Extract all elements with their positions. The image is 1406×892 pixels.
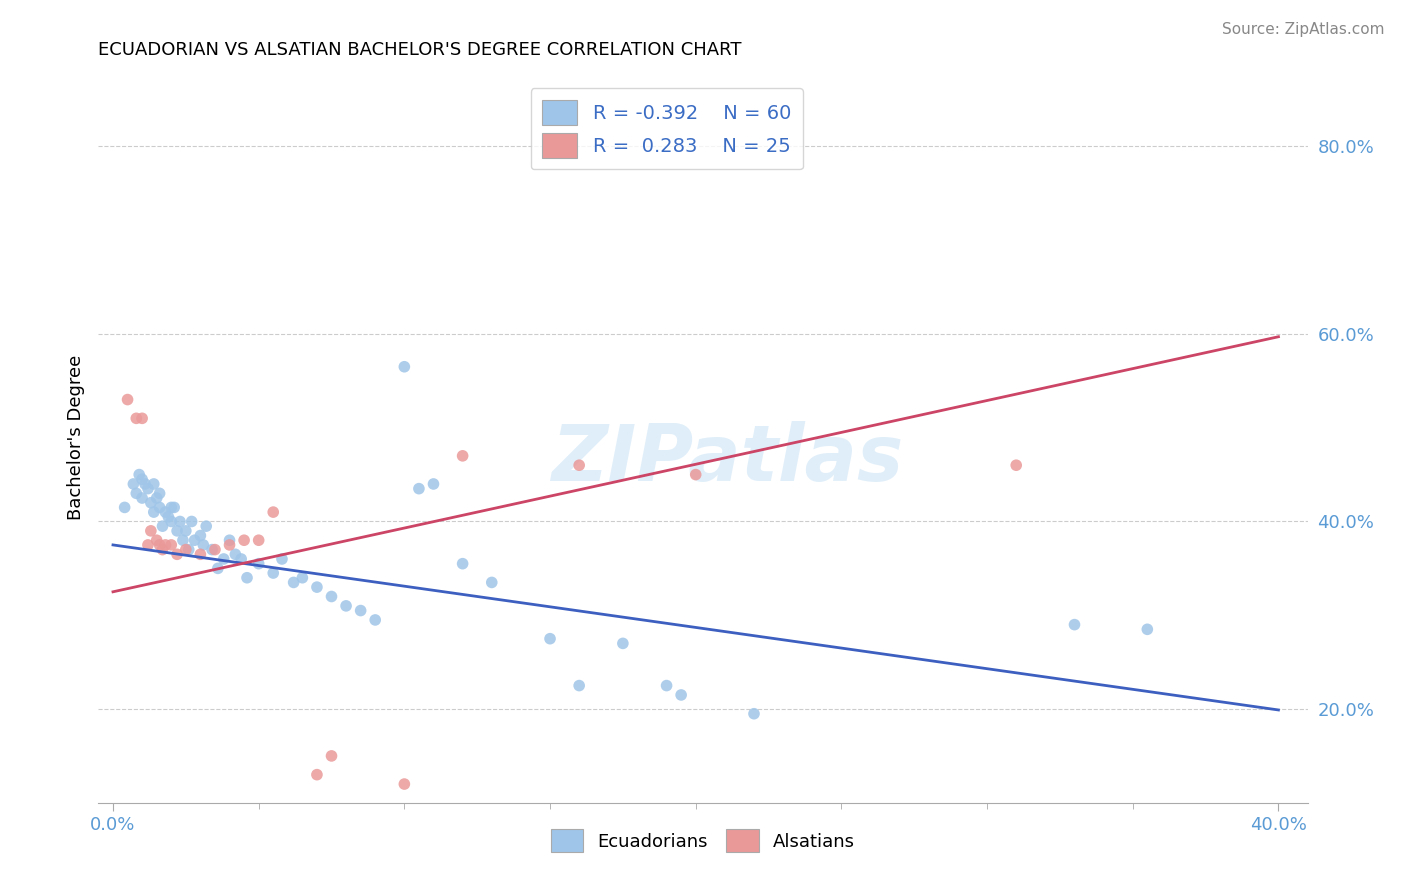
Point xyxy=(169,515,191,529)
Point xyxy=(212,552,235,566)
Point xyxy=(335,599,357,613)
Point xyxy=(125,411,148,425)
Point xyxy=(568,458,591,473)
Point xyxy=(201,542,224,557)
Point xyxy=(157,509,180,524)
Point xyxy=(172,533,194,548)
Point xyxy=(236,571,259,585)
Point xyxy=(152,519,174,533)
Point xyxy=(538,632,561,646)
Point xyxy=(122,477,145,491)
Point xyxy=(142,505,165,519)
Point xyxy=(155,505,177,519)
Point xyxy=(321,590,343,604)
Point xyxy=(685,467,707,482)
Point xyxy=(190,528,212,542)
Point xyxy=(742,706,765,721)
Point xyxy=(180,515,202,529)
Point xyxy=(155,538,177,552)
Point xyxy=(291,571,314,585)
Text: ECUADORIAN VS ALSATIAN BACHELOR'S DEGREE CORRELATION CHART: ECUADORIAN VS ALSATIAN BACHELOR'S DEGREE… xyxy=(98,41,742,59)
Point xyxy=(451,449,474,463)
Point xyxy=(262,505,284,519)
Point xyxy=(394,359,416,374)
Point xyxy=(218,538,240,552)
Point xyxy=(190,547,212,561)
Point xyxy=(160,500,183,515)
Point xyxy=(183,533,205,548)
Point xyxy=(174,542,197,557)
Point xyxy=(145,533,167,548)
Point xyxy=(247,533,270,548)
Point xyxy=(364,613,387,627)
Legend: Ecuadorians, Alsatians: Ecuadorians, Alsatians xyxy=(544,822,862,860)
Point xyxy=(218,533,240,548)
Point xyxy=(174,524,197,538)
Point xyxy=(262,566,284,580)
Point xyxy=(131,411,153,425)
Point xyxy=(134,477,156,491)
Point xyxy=(394,777,416,791)
Point xyxy=(131,472,153,486)
Point xyxy=(149,538,172,552)
Point xyxy=(422,477,444,491)
Point xyxy=(131,491,153,505)
Y-axis label: Bachelor's Degree: Bachelor's Degree xyxy=(66,354,84,520)
Point xyxy=(305,580,328,594)
Point xyxy=(166,524,188,538)
Point xyxy=(207,561,229,575)
Point xyxy=(136,538,159,552)
Point xyxy=(283,575,305,590)
Point xyxy=(451,557,474,571)
Point xyxy=(231,552,253,566)
Point xyxy=(568,679,591,693)
Point xyxy=(149,486,172,500)
Point xyxy=(125,486,148,500)
Text: Source: ZipAtlas.com: Source: ZipAtlas.com xyxy=(1222,22,1385,37)
Point xyxy=(305,767,328,781)
Point xyxy=(177,542,200,557)
Point xyxy=(321,748,343,763)
Point xyxy=(136,482,159,496)
Point xyxy=(233,533,256,548)
Point xyxy=(481,575,503,590)
Point xyxy=(160,538,183,552)
Point xyxy=(142,477,165,491)
Point xyxy=(163,500,186,515)
Point xyxy=(655,679,678,693)
Point xyxy=(149,500,172,515)
Point xyxy=(204,542,226,557)
Point xyxy=(1063,617,1085,632)
Point xyxy=(152,542,174,557)
Point xyxy=(114,500,136,515)
Point xyxy=(224,547,246,561)
Point xyxy=(271,552,294,566)
Point xyxy=(408,482,430,496)
Point xyxy=(612,636,634,650)
Point xyxy=(117,392,139,407)
Point xyxy=(193,538,215,552)
Point xyxy=(669,688,692,702)
Point xyxy=(350,603,373,617)
Point xyxy=(145,491,167,505)
Point xyxy=(1136,623,1159,637)
Point xyxy=(128,467,150,482)
Point xyxy=(160,515,183,529)
Point xyxy=(195,519,218,533)
Point xyxy=(1005,458,1028,473)
Point xyxy=(139,496,162,510)
Point xyxy=(139,524,162,538)
Text: ZIPatlas: ZIPatlas xyxy=(551,421,903,497)
Point xyxy=(166,547,188,561)
Point xyxy=(247,557,270,571)
